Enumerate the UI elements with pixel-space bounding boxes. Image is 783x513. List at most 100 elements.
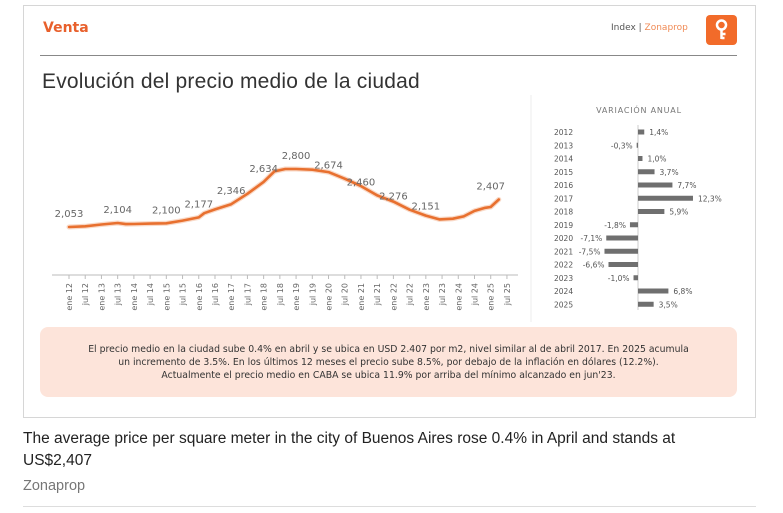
bar-value-label: 12,3%: [698, 194, 722, 203]
data-label: 2,053: [55, 209, 84, 220]
note-line: un incremento de 3.5%. En los últimos 12…: [118, 357, 659, 368]
line-chart: ene 12 jul 12 ene 13 jul 13 ene 14 jul 14 ene …: [52, 151, 518, 311]
header-divider: [40, 55, 737, 56]
bar: [638, 195, 693, 201]
x-tick-label: jul 14: [146, 283, 155, 306]
x-tick-label: jul 16: [211, 283, 220, 306]
bar: [638, 169, 655, 175]
image-source: Zonaprop: [23, 478, 86, 494]
note-line: El precio medio en la ciudad sube 0.4% e…: [88, 344, 689, 355]
chart-title: Evolución del precio medio de la ciudad: [42, 70, 420, 93]
bar-value-label: -7,1%: [580, 234, 602, 243]
x-tick-label: jul 19: [308, 283, 317, 306]
bar-value-label: 1,4%: [649, 128, 668, 137]
x-tick-label: jul 21: [373, 283, 382, 306]
bar: [638, 129, 645, 135]
bar: [604, 248, 638, 254]
year-label: 2020: [554, 234, 573, 243]
x-tick-label: jul 12: [81, 283, 90, 306]
year-label: 2021: [554, 247, 573, 256]
summary-note: El precio medio en la ciudad sube 0.4% e…: [40, 327, 737, 397]
year-label: 2022: [554, 261, 573, 270]
bottom-divider: [23, 506, 756, 507]
x-tick-label: ene 25: [487, 283, 496, 311]
year-label: 2024: [554, 287, 573, 296]
bar-chart: 2012 1,4% 2013 -0,3% 2014 1,0% 2015 3,7% 2016 7,7…: [554, 125, 722, 310]
x-tick-label: ene 12: [65, 283, 74, 311]
zonaprop-logo-icon: [706, 15, 737, 45]
x-tick-label: ene 24: [454, 283, 463, 311]
bar-value-label: -0,3%: [611, 141, 633, 150]
year-label: 2018: [554, 208, 573, 217]
bar-value-label: -7,5%: [579, 247, 601, 256]
data-label: 2,177: [184, 199, 213, 210]
x-tick-label: jul 20: [341, 283, 350, 306]
bar: [638, 182, 673, 188]
bar: [638, 288, 669, 294]
bar: [629, 222, 638, 228]
x-tick-label: ene 15: [162, 283, 171, 311]
x-tick-label: ene 17: [227, 283, 236, 311]
index-label: Index |: [611, 23, 642, 33]
data-label: 2,346: [217, 186, 246, 197]
year-label: 2014: [554, 155, 573, 164]
year-label: 2017: [554, 194, 573, 203]
index-brand: Index | Zonaprop: [611, 23, 688, 33]
brand-name: Zonaprop: [644, 23, 688, 33]
bar-value-label: 1,0%: [647, 155, 666, 164]
x-tick-label: ene 16: [195, 283, 204, 311]
x-tick-label: ene 21: [357, 283, 366, 311]
price-line: [67, 167, 501, 229]
bar-chart-title: VARIACIÓN ANUAL: [596, 104, 682, 115]
year-label: 2023: [554, 274, 573, 283]
bar: [638, 301, 654, 307]
bar: [638, 209, 665, 214]
bar-value-label: 3,7%: [660, 168, 679, 177]
year-label: 2019: [554, 221, 573, 230]
x-tick-label: jul 23: [438, 283, 447, 306]
bar: [636, 142, 638, 148]
x-tick-label: ene 20: [325, 283, 334, 311]
image-caption: The average price per square meter in th…: [23, 430, 676, 469]
year-label: 2015: [554, 168, 573, 177]
data-label: 2,104: [103, 205, 132, 216]
data-label: 2,800: [282, 151, 311, 162]
bar: [608, 262, 638, 267]
year-label: 2013: [554, 141, 573, 150]
x-tick-label: ene 13: [97, 283, 106, 311]
x-tick-label: jul 22: [406, 283, 415, 306]
x-tick-label: ene 19: [292, 283, 301, 311]
x-tick-label: jul 18: [276, 283, 285, 306]
bar-value-label: 5,9%: [669, 208, 688, 217]
x-tick-label: jul 13: [114, 283, 123, 306]
x-tick-label: jul 17: [243, 283, 252, 306]
bar-value-label: 6,8%: [673, 287, 692, 296]
bar: [606, 235, 638, 241]
bar-value-label: -1,0%: [608, 274, 630, 283]
x-tick-label: ene 18: [260, 283, 269, 311]
x-tick-label: ene 22: [389, 283, 398, 311]
data-label: 2,407: [476, 181, 505, 192]
year-label: 2016: [554, 181, 573, 190]
year-label: 2025: [554, 300, 573, 309]
bar: [633, 275, 638, 281]
x-tick-label: jul 25: [503, 283, 512, 306]
data-label: 2,674: [314, 161, 343, 172]
data-label: 2,276: [379, 192, 408, 203]
data-label: 2,151: [412, 201, 441, 212]
section-label: Venta: [43, 20, 89, 36]
note-line: Actualmente el precio medio en CABA se u…: [161, 370, 616, 381]
bar-value-label: -6,6%: [583, 261, 605, 270]
bar-value-label: -1,8%: [604, 221, 626, 230]
bar: [638, 156, 643, 161]
bar-value-label: 7,7%: [677, 181, 696, 190]
x-tick-label: jul 24: [471, 283, 480, 306]
bar-value-label: 3,5%: [659, 300, 678, 309]
charts-canvas: ene 12 jul 12 ene 13 jul 13 ene 14 jul 14 ene …: [52, 95, 722, 322]
data-label: 2,634: [249, 164, 278, 175]
x-tick-label: ene 14: [130, 283, 139, 311]
data-label: 2,100: [152, 205, 181, 216]
x-tick-label: jul 15: [179, 283, 188, 306]
x-tick-label: ene 23: [422, 283, 431, 311]
year-label: 2012: [554, 128, 573, 137]
